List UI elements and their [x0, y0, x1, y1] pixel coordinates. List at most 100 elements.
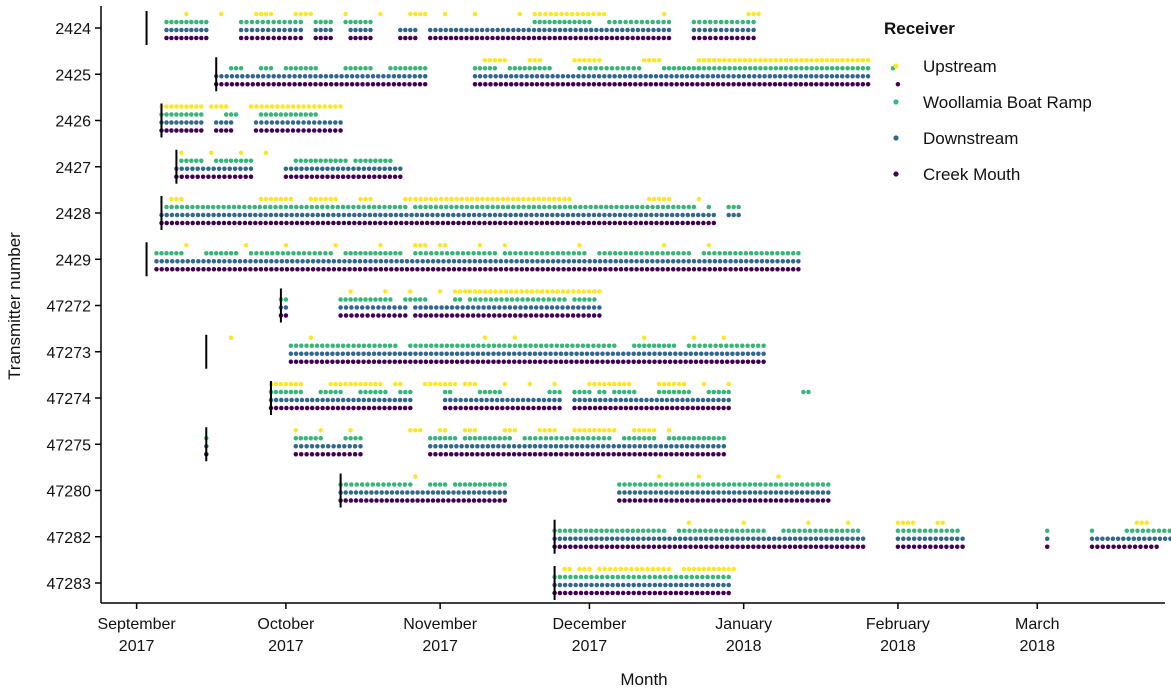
detection-point	[393, 343, 398, 348]
detection-point	[491, 313, 497, 318]
detection-point	[718, 35, 724, 41]
detection-point	[159, 267, 164, 272]
detection-point	[505, 397, 510, 403]
detection-point	[378, 259, 384, 264]
detection-point	[459, 444, 464, 449]
detection-point	[711, 389, 717, 395]
detection-point	[688, 544, 693, 549]
detection-point	[420, 259, 425, 264]
detection-point	[340, 359, 346, 364]
detection-point	[189, 35, 194, 41]
detection-point	[184, 128, 189, 133]
detection-point	[531, 405, 536, 411]
detection-point	[413, 313, 418, 318]
detection-point	[299, 343, 304, 348]
detection-point	[564, 11, 570, 17]
detection-point	[582, 428, 587, 433]
detection-point	[850, 536, 855, 541]
detection-point	[169, 204, 174, 210]
detection-point	[839, 536, 845, 541]
detection-point	[1131, 536, 1137, 541]
detection-point	[651, 536, 657, 541]
detection-point	[423, 251, 429, 256]
detection-point	[507, 436, 513, 441]
detection-point	[370, 305, 376, 310]
detection-point	[829, 544, 834, 549]
detection-point	[370, 482, 376, 487]
detection-point	[345, 359, 351, 364]
detection-point	[594, 574, 600, 580]
detection-point	[763, 490, 768, 495]
detection-point	[318, 428, 323, 433]
detection-point	[405, 498, 410, 503]
detection-point	[477, 389, 483, 395]
detection-point	[627, 482, 632, 487]
detection-point	[439, 251, 445, 256]
detection-point	[357, 212, 362, 218]
detection-point	[819, 536, 824, 541]
detection-point	[740, 544, 746, 549]
detection-point	[614, 27, 620, 33]
detection-point	[768, 66, 773, 71]
detection-point	[348, 381, 353, 387]
detection-point	[761, 359, 766, 364]
detection-point	[778, 58, 784, 63]
detection-point	[216, 166, 222, 171]
detection-point	[649, 405, 654, 411]
detection-point	[522, 66, 527, 71]
detection-point	[476, 343, 481, 348]
detection-point	[377, 405, 382, 411]
detection-point	[636, 66, 642, 71]
detection-point	[455, 251, 460, 256]
detection-point	[520, 297, 525, 302]
detection-point	[824, 82, 829, 87]
detection-point	[305, 220, 310, 226]
detection-point	[383, 297, 388, 302]
detection-point	[466, 490, 472, 495]
detection-point	[456, 259, 462, 264]
detection-point	[638, 74, 643, 79]
detection-point	[721, 335, 727, 340]
detection-point	[544, 313, 550, 318]
detection-point	[587, 405, 593, 411]
detection-point	[599, 544, 604, 549]
detection-point	[234, 82, 240, 87]
detection-point	[684, 582, 689, 588]
detection-point	[581, 212, 586, 218]
detection-point	[496, 452, 501, 457]
detection-point	[269, 104, 275, 109]
detection-point	[276, 27, 282, 33]
detection-point	[517, 351, 522, 356]
detection-point	[617, 381, 622, 387]
detection-point	[537, 58, 542, 63]
detection-point	[392, 313, 397, 318]
detection-point	[569, 444, 574, 449]
detection-point	[299, 166, 304, 171]
detection-point	[164, 35, 169, 41]
detection-point	[752, 82, 757, 87]
detection-point	[394, 490, 400, 495]
detection-point	[392, 397, 398, 403]
detection-point	[695, 82, 700, 87]
detection-point	[1124, 528, 1130, 533]
detection-point	[320, 397, 325, 403]
detection-point	[656, 35, 661, 41]
detection-point	[368, 196, 373, 202]
detection-point	[521, 27, 526, 33]
detection-point	[845, 520, 851, 525]
detection-point	[442, 436, 448, 441]
detection-point	[808, 544, 814, 549]
detection-point	[475, 351, 481, 356]
detection-point	[351, 204, 356, 210]
detection-point	[338, 297, 343, 302]
detection-point	[402, 359, 408, 364]
detection-point	[749, 267, 754, 272]
detection-point	[313, 82, 318, 87]
detection-point	[723, 267, 728, 272]
detection-point	[703, 528, 708, 533]
detection-point	[482, 251, 487, 256]
detection-point	[462, 267, 467, 272]
detection-point	[366, 405, 372, 411]
detection-point	[719, 359, 725, 364]
detection-point	[759, 259, 765, 264]
